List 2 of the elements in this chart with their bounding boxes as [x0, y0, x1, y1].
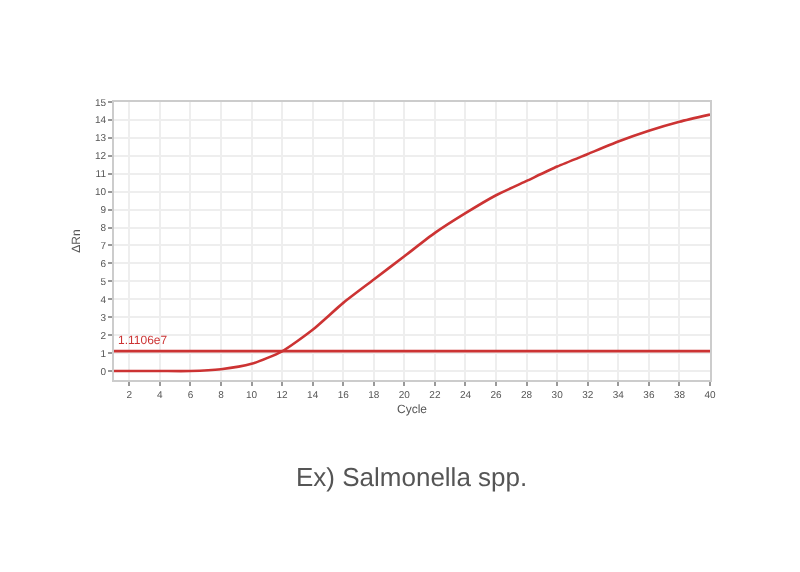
text: Ex) Salmonella spp. [296, 462, 528, 492]
line-series [114, 113, 710, 373]
